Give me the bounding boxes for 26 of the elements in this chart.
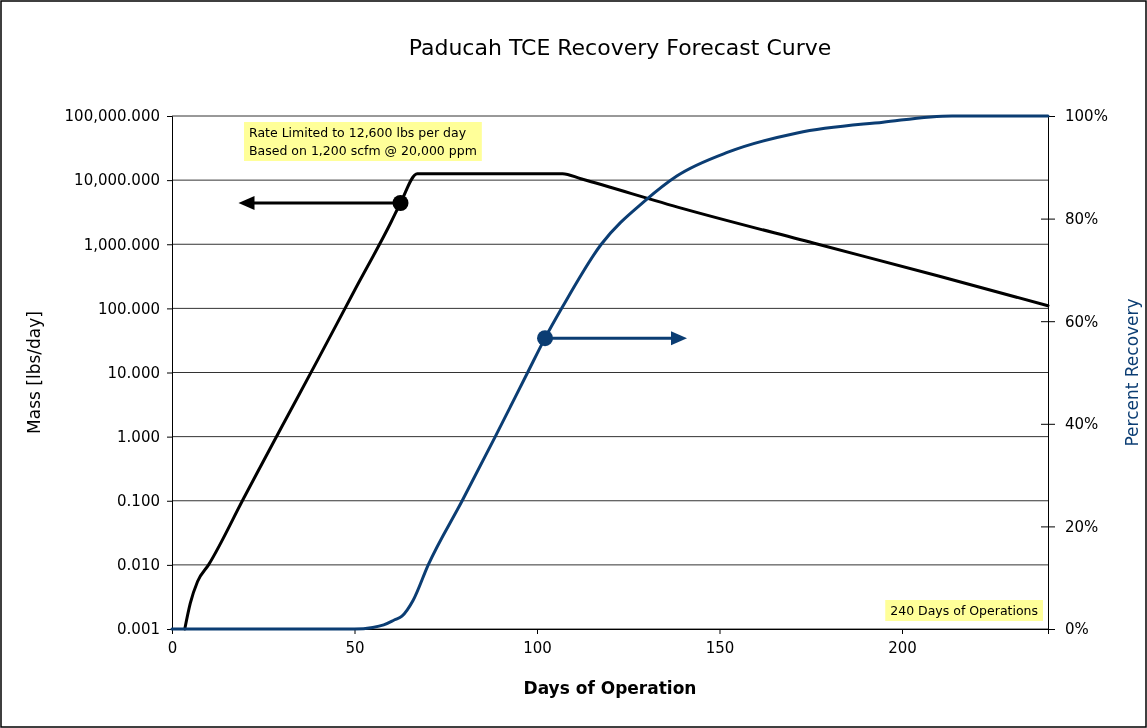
y-tick-label: 10.000 xyxy=(107,363,160,382)
y-tick-label: 1,000.000 xyxy=(83,235,160,254)
y-tick-label: 1.000 xyxy=(117,427,160,446)
x-tick-label: 150 xyxy=(705,638,735,657)
y2-tick-label: 40% xyxy=(1065,415,1099,434)
annotation: Rate Limited to 12,600 lbs per day Based on 1,200 scfm @ 20,000 ppm xyxy=(249,125,477,158)
y-tick-label: 100.000 xyxy=(97,299,160,318)
y-tick-label: 0.010 xyxy=(117,556,160,575)
y2-tick-label: 100% xyxy=(1065,107,1108,126)
y-tick-label: 100,000.000 xyxy=(64,107,160,126)
y-axis-title: Mass [lbs/day] xyxy=(24,311,44,434)
y-tick-label: 0.100 xyxy=(117,492,160,511)
y2-axis-title: Percent Recovery xyxy=(1122,298,1142,447)
x-axis-title: Days of Operation xyxy=(523,678,697,698)
chart-title: Paducah TCE Recovery Forecast Curve xyxy=(408,35,832,60)
y2-tick-label: 0% xyxy=(1065,620,1089,639)
annotation: 240 Days of Operations xyxy=(890,603,1038,618)
y-tick-label: 10,000.000 xyxy=(74,171,160,190)
y2-tick-label: 20% xyxy=(1065,517,1099,536)
x-tick-label: 0 xyxy=(167,638,178,657)
x-tick-label: 200 xyxy=(888,638,917,657)
x-tick-label: 50 xyxy=(345,638,365,657)
x-tick-label: 100 xyxy=(523,638,552,657)
y-tick-label: 0.001 xyxy=(117,620,160,639)
y2-tick-label: 80% xyxy=(1065,209,1099,228)
y2-tick-label: 60% xyxy=(1065,312,1099,331)
